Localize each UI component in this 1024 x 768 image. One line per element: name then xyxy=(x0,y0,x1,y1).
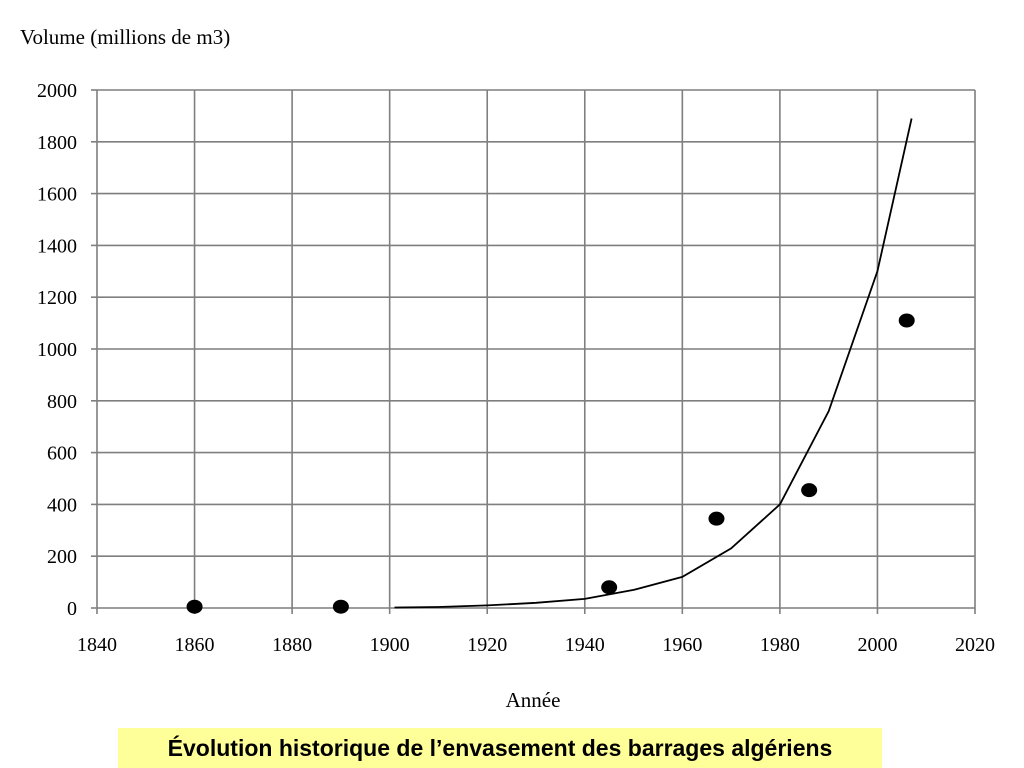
data-point xyxy=(708,511,725,526)
x-tick-label: 2020 xyxy=(955,634,995,656)
x-tick-label: 2000 xyxy=(857,634,897,656)
data-point xyxy=(898,313,915,328)
y-tick-label: 1600 xyxy=(37,184,77,206)
trend-line-series xyxy=(394,118,913,609)
axes xyxy=(91,89,976,614)
y-tick-label: 1000 xyxy=(37,339,77,361)
y-tick-label: 0 xyxy=(67,598,77,620)
y-tick-label: 1400 xyxy=(37,235,77,257)
x-tick-label: 1900 xyxy=(370,634,410,656)
y-tick-label: 1800 xyxy=(37,132,77,154)
data-point-series xyxy=(186,313,915,614)
x-axis-title: Année xyxy=(506,688,561,712)
data-point xyxy=(186,599,203,614)
x-tick-label: 1880 xyxy=(272,634,312,656)
chart: Volume (millions de m3) 0 200 400 600 800 100… xyxy=(20,25,995,712)
y-tick-label: 2000 xyxy=(37,80,77,102)
y-tick-label: 600 xyxy=(47,443,77,465)
y-tick-label: 200 xyxy=(47,546,77,568)
x-tick-label: 1940 xyxy=(565,634,605,656)
y-tick-label: 800 xyxy=(47,391,77,413)
y-tick-labels: 0 200 400 600 800 1000 1200 1400 1600 1800 2000 xyxy=(37,80,77,620)
x-tick-label: 1960 xyxy=(662,634,702,656)
x-tick-label: 1840 xyxy=(77,634,117,656)
x-tick-label: 1980 xyxy=(760,634,800,656)
caption-banner: Évolution historique de l’envasement des… xyxy=(118,728,882,768)
x-tick-label: 1860 xyxy=(175,634,215,656)
y-tick-label: 400 xyxy=(47,494,77,516)
data-point xyxy=(332,599,349,614)
caption-text: Évolution historique de l’envasement des… xyxy=(167,734,833,761)
x-tick-labels: 1840 1860 1880 1900 1920 1940 1960 1980 2000 2020 xyxy=(77,634,995,656)
y-tick-label: 1200 xyxy=(37,287,77,309)
y-axis-title: Volume (millions de m3) xyxy=(20,25,230,49)
data-point xyxy=(601,580,618,595)
grid xyxy=(97,89,976,608)
x-tick-label: 1920 xyxy=(467,634,507,656)
data-point xyxy=(801,483,818,498)
trend-line xyxy=(394,118,913,609)
